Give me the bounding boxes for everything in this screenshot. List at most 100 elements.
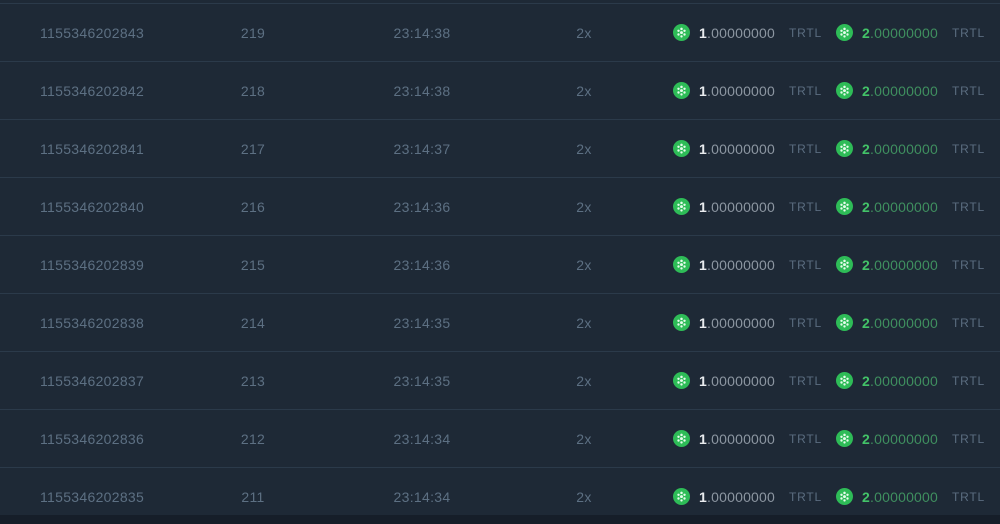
bet-amount-integer: 1: [699, 372, 708, 389]
bet-amount-fraction: .00000000: [707, 24, 776, 41]
payout-currency-label: TRTL: [952, 373, 985, 388]
bet-count: 211: [241, 488, 265, 505]
bet-amount: 1.00000000: [699, 373, 775, 389]
bet-row[interactable]: 1155346202837 213 23:14:35 2x: [0, 351, 1000, 409]
bet-amount: 1.00000000: [699, 83, 775, 99]
bet-time: 23:14:38: [393, 24, 451, 41]
bet-id: 1155346202837: [40, 372, 145, 389]
payout-currency-label: TRTL: [952, 25, 985, 40]
bet-time: 23:14:35: [393, 372, 451, 389]
trtl-coin-icon: [673, 256, 691, 273]
top-spacer: [0, 0, 1000, 3]
bet-amount-cell: 1.00000000 TRTL: [615, 314, 833, 331]
trtl-coin-icon: [673, 372, 691, 389]
bet-amount-integer: 1: [699, 140, 708, 157]
bet-row[interactable]: 1155346202843 219 23:14:38 2x: [0, 3, 1000, 61]
bet-count: 214: [240, 314, 266, 331]
bet-currency-label: TRTL: [789, 315, 822, 330]
payout-amount: 2.00000000: [862, 257, 938, 273]
bet-id: 1155346202842: [40, 82, 145, 99]
trtl-coin-icon: [673, 140, 691, 157]
bet-amount-integer: 1: [699, 314, 708, 331]
bet-amount-fraction: .00000000: [707, 140, 776, 157]
payout-amount-cell: 2.00000000 TRTL: [833, 140, 1000, 157]
bet-amount: 1.00000000: [699, 489, 775, 505]
bet-amount-cell: 1.00000000 TRTL: [615, 198, 833, 215]
bet-row[interactable]: 1155346202835 211 23:14:34 2x: [0, 467, 1000, 524]
trtl-coin-icon: [836, 488, 854, 505]
payout-amount: 2.00000000: [862, 431, 938, 447]
payout-currency-label: TRTL: [952, 199, 985, 214]
bet-count: 212: [240, 430, 266, 447]
payout-amount: 2.00000000: [862, 83, 938, 99]
trtl-coin-icon: [836, 24, 854, 41]
bet-id: 1155346202839: [40, 256, 145, 273]
bet-amount: 1.00000000: [699, 257, 775, 273]
bet-amount-fraction: .00000000: [707, 198, 776, 215]
bet-time: 23:14:38: [393, 82, 451, 99]
payout-amount-cell: 2.00000000 TRTL: [833, 256, 1000, 273]
payout-amount: 2.00000000: [862, 373, 938, 389]
bet-row[interactable]: 1155346202842 218 23:14:38 2x: [0, 61, 1000, 119]
bet-multiplier: 2x: [576, 140, 592, 157]
trtl-coin-icon: [836, 372, 854, 389]
trtl-coin-icon: [673, 430, 691, 447]
trtl-coin-icon: [836, 430, 854, 447]
bet-amount-fraction: .00000000: [707, 82, 776, 99]
payout-amount-cell: 2.00000000 TRTL: [833, 314, 1000, 331]
bet-amount-integer: 1: [699, 256, 708, 273]
bet-amount-integer: 1: [699, 430, 708, 447]
bet-count: 218: [240, 82, 266, 99]
bet-row[interactable]: 1155346202840 216 23:14:36 2x: [0, 177, 1000, 235]
payout-amount-cell: 2.00000000 TRTL: [833, 82, 1000, 99]
bet-id: 1155346202840: [40, 198, 145, 215]
bet-time: 23:14:36: [393, 256, 451, 273]
payout-currency-label: TRTL: [952, 257, 985, 272]
bet-currency-label: TRTL: [789, 25, 822, 40]
bet-amount: 1.00000000: [699, 141, 775, 157]
payout-amount-fraction: .00000000: [870, 140, 939, 157]
payout-amount-fraction: .00000000: [870, 82, 939, 99]
bet-amount: 1.00000000: [699, 25, 775, 41]
payout-amount-fraction: .00000000: [870, 314, 939, 331]
bet-time: 23:14:34: [393, 430, 451, 447]
bet-amount-cell: 1.00000000 TRTL: [615, 24, 833, 41]
payout-currency-label: TRTL: [952, 431, 985, 446]
bet-row[interactable]: 1155346202839 215 23:14:36 2x: [0, 235, 1000, 293]
payout-amount: 2.00000000: [862, 315, 938, 331]
payout-amount-cell: 2.00000000 TRTL: [833, 488, 1000, 505]
payout-amount-integer: 2: [862, 314, 871, 331]
bet-amount-integer: 1: [699, 198, 708, 215]
payout-amount: 2.00000000: [862, 141, 938, 157]
bet-amount-cell: 1.00000000 TRTL: [615, 140, 833, 157]
bet-currency-label: TRTL: [789, 199, 822, 214]
bet-id: 1155346202836: [40, 430, 145, 447]
bet-time: 23:14:35: [393, 314, 451, 331]
bet-amount-cell: 1.00000000 TRTL: [615, 430, 833, 447]
payout-amount: 2.00000000: [862, 489, 938, 505]
bet-time: 23:14:36: [393, 198, 451, 215]
bet-multiplier: 2x: [576, 430, 592, 447]
bet-amount-fraction: .00000000: [707, 488, 776, 505]
bet-multiplier: 2x: [576, 314, 592, 331]
bet-amount-cell: 1.00000000 TRTL: [615, 488, 833, 505]
payout-amount-cell: 2.00000000 TRTL: [833, 430, 1000, 447]
bet-amount-cell: 1.00000000 TRTL: [615, 372, 833, 389]
bet-multiplier: 2x: [576, 488, 592, 505]
bet-row[interactable]: 1155346202841 217 23:14:37 2x: [0, 119, 1000, 177]
bet-count: 216: [240, 198, 266, 215]
bet-currency-label: TRTL: [789, 141, 822, 156]
payout-amount-cell: 2.00000000 TRTL: [833, 198, 1000, 215]
bet-currency-label: TRTL: [789, 373, 822, 388]
payout-amount-integer: 2: [862, 198, 871, 215]
payout-amount-fraction: .00000000: [870, 372, 939, 389]
payout-amount: 2.00000000: [862, 25, 938, 41]
bet-count: 217: [240, 140, 266, 157]
bet-amount-fraction: .00000000: [707, 430, 776, 447]
trtl-coin-icon: [836, 198, 854, 215]
bet-row[interactable]: 1155346202838 214 23:14:35 2x: [0, 293, 1000, 351]
trtl-coin-icon: [673, 82, 691, 99]
bet-multiplier: 2x: [576, 198, 592, 215]
bet-row[interactable]: 1155346202836 212 23:14:34 2x: [0, 409, 1000, 467]
